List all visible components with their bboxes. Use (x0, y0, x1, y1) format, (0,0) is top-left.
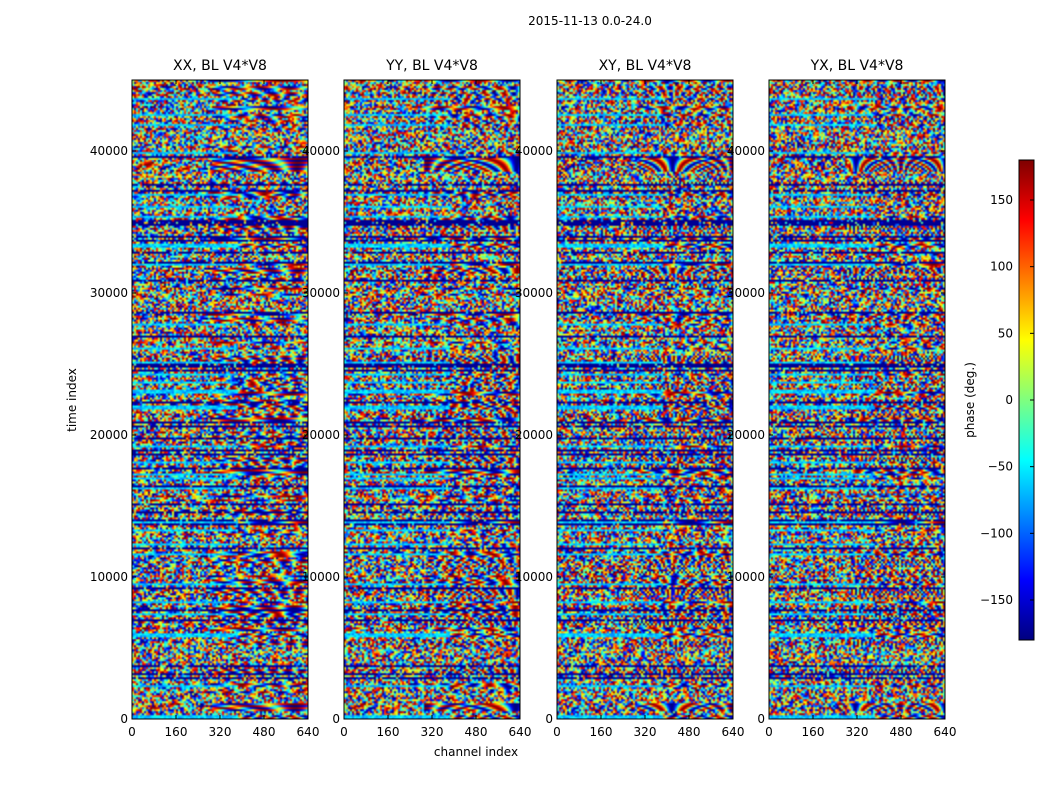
x-tick-label: 0 (765, 725, 773, 739)
x-tick-label: 320 (634, 725, 657, 739)
x-tick-label: 480 (678, 725, 701, 739)
y-tick-label: 0 (120, 712, 128, 726)
y-tick-label: 0 (332, 712, 340, 726)
y-tick-label: 20000 (90, 428, 128, 442)
x-tick-label: 480 (465, 725, 488, 739)
x-tick-label: 640 (509, 725, 532, 739)
y-tick-label: 40000 (727, 144, 765, 158)
y-tick-label: 10000 (515, 570, 553, 584)
y-tick-label: 20000 (515, 428, 553, 442)
y-tick-label: 20000 (727, 428, 765, 442)
x-tick-label: 160 (802, 725, 825, 739)
x-tick-label: 320 (209, 725, 232, 739)
x-tick-label: 0 (128, 725, 136, 739)
x-tick-label: 640 (934, 725, 957, 739)
x-tick-label: 320 (846, 725, 869, 739)
figure-title: 2015-11-13 0.0-24.0 (528, 14, 652, 28)
y-tick-label: 30000 (302, 286, 340, 300)
panel-title-xx: XX, BL V4*V8 (173, 58, 267, 74)
x-tick-label: 0 (553, 725, 561, 739)
x-axis-label: channel index (434, 745, 518, 759)
y-tick-label: 0 (757, 712, 765, 726)
heatmap-image-xx (132, 80, 308, 719)
x-tick-label: 320 (421, 725, 444, 739)
x-tick-label: 480 (890, 725, 913, 739)
y-tick-label: 30000 (90, 286, 128, 300)
heatmap-image-yy (344, 80, 520, 719)
x-tick-label: 160 (377, 725, 400, 739)
x-tick-label: 160 (165, 725, 188, 739)
colorbar-tick-label: −150 (980, 593, 1013, 607)
y-tick-label: 40000 (302, 144, 340, 158)
x-tick-label: 480 (253, 725, 276, 739)
x-tick-label: 160 (590, 725, 613, 739)
y-tick-label: 20000 (302, 428, 340, 442)
y-tick-label: 0 (545, 712, 553, 726)
colorbar-tick-label: 50 (998, 326, 1013, 340)
panel-yx: 0 160 320 480 640 0 10000 20000 30000 40000 (727, 79, 957, 739)
colorbar-tick-label: 0 (1005, 393, 1013, 407)
x-tick-label: 640 (297, 725, 320, 739)
y-tick-label: 40000 (515, 144, 553, 158)
y-tick-label: 30000 (515, 286, 553, 300)
x-tick-label: 0 (340, 725, 348, 739)
colorbar-tick-label: −50 (988, 460, 1013, 474)
heatmap-image-xy (557, 80, 733, 719)
panel-xx: 0 160 320 480 640 0 10000 20000 30000 40000 (90, 79, 320, 739)
colorbar-tick-label: 150 (990, 193, 1013, 207)
y-tick-label: 10000 (727, 570, 765, 584)
panel-title-yx: YX, BL V4*V8 (810, 58, 904, 74)
panel-yy: 0 160 320 480 640 0 10000 20000 30000 40000 (302, 79, 532, 739)
colorbar-tick-label: −100 (980, 526, 1013, 540)
colorbar-tick-label: 100 (990, 260, 1013, 274)
heatmap-image-yx (769, 80, 945, 719)
panel-xy: 0 160 320 480 640 0 10000 20000 30000 40000 (515, 79, 745, 739)
panel-title-yy: YY, BL V4*V8 (386, 58, 478, 74)
y-tick-label: 30000 (727, 286, 765, 300)
x-tick-label: 640 (722, 725, 745, 739)
y-axis-label: time index (65, 368, 79, 432)
colorbar-label: phase (deg.) (963, 362, 977, 438)
y-tick-label: 40000 (90, 144, 128, 158)
y-tick-label: 10000 (90, 570, 128, 584)
panel-title-xy: XY, BL V4*V8 (598, 58, 692, 74)
y-tick-label: 10000 (302, 570, 340, 584)
